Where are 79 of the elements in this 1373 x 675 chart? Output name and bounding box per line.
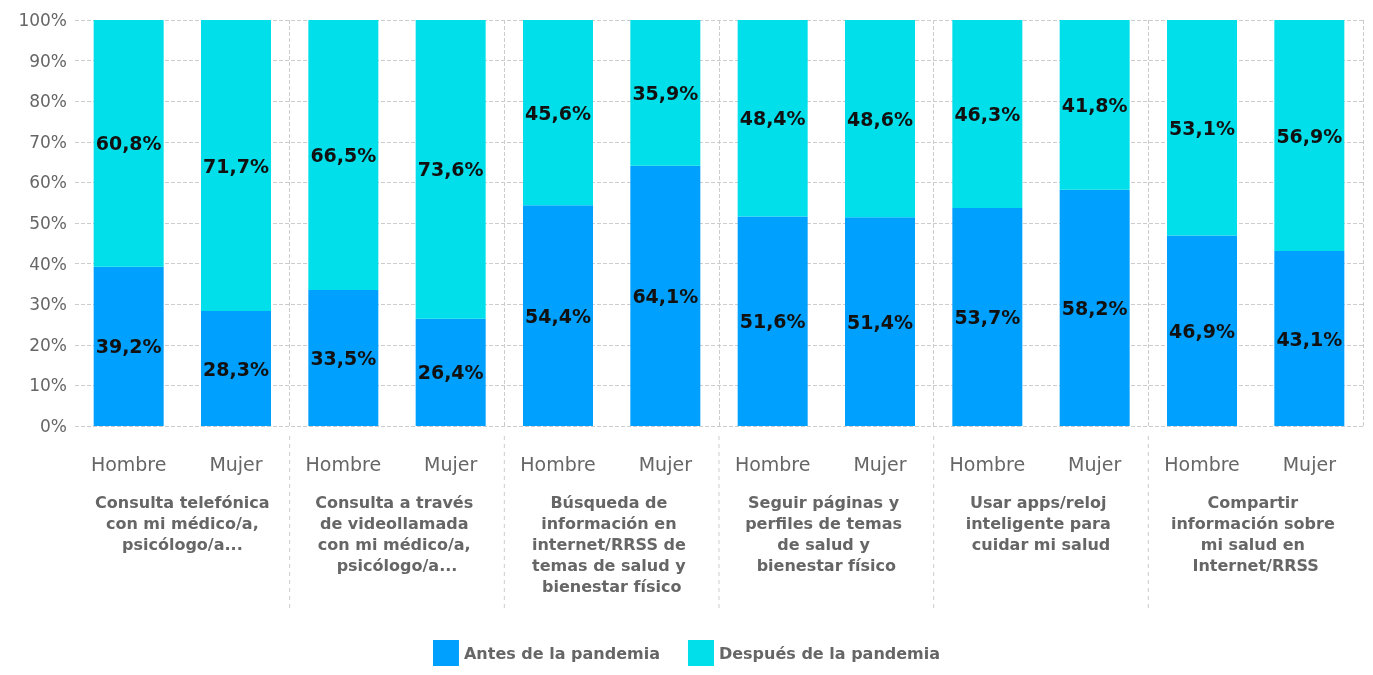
data-label: 26,4%: [417, 361, 484, 384]
text: Seguir páginas y perfiles de temas de salud y bienestar físico: [745, 493, 908, 575]
text: Consulta telefónica con mi médico/a, psicólogo/a...: [95, 493, 270, 554]
y-tick-label: 30%: [29, 294, 67, 315]
bar: [845, 20, 915, 218]
data-label: 28,3%: [203, 357, 269, 380]
x-tick-label: Hombre: [949, 452, 1026, 475]
x-tick-label: Hombre: [90, 452, 167, 475]
y-tick-label: 20%: [29, 334, 67, 355]
x-tick-label: Hombre: [305, 452, 382, 475]
bar: [845, 217, 915, 426]
legend-label: Después de la pandemia: [718, 643, 941, 663]
y-tick-label: 80%: [29, 91, 67, 112]
text: Usar apps/reloj inteligente para cuidar mi salud: [965, 493, 1117, 554]
x-tick-label: Hombre: [1164, 452, 1240, 475]
data-label: 56,9%: [1276, 124, 1343, 147]
data-label: 43,1%: [1276, 327, 1343, 350]
x-tick-label: Mujer: [1068, 452, 1122, 475]
bar: [201, 20, 271, 312]
bar: [630, 165, 701, 426]
bar: [1274, 251, 1345, 426]
data-label: 51,4%: [847, 310, 913, 333]
bar: [415, 20, 486, 319]
bar: [737, 216, 808, 426]
data-label: 60,8%: [95, 132, 162, 155]
x-tick-label: Hombre: [520, 452, 596, 475]
y-tick-label: 50%: [29, 213, 67, 233]
x-tick-label: Mujer: [853, 452, 907, 475]
bar: [630, 20, 701, 166]
data-label: 64,1%: [632, 284, 699, 307]
x-tick-label: Mujer: [638, 452, 693, 475]
y-tick-label: 40%: [29, 253, 67, 274]
data-label: 66,5%: [310, 143, 377, 166]
x-tick-label: Mujer: [424, 452, 478, 475]
bar: [1059, 189, 1130, 426]
data-label: 41,8%: [1061, 93, 1128, 116]
x-tick-label: Mujer: [1282, 452, 1337, 475]
bar: [308, 289, 379, 426]
bar: [93, 20, 164, 267]
y-tick-label: 70%: [29, 131, 67, 152]
bar: [737, 20, 808, 217]
data-label: 48,4%: [739, 107, 806, 130]
y-tick-label: 100%: [18, 10, 67, 30]
data-label: 46,3%: [954, 102, 1021, 125]
data-label: 58,2%: [1061, 296, 1128, 319]
bar: [1274, 20, 1345, 252]
y-tick-label: 10%: [29, 375, 67, 396]
text: Consulta a través de videollamada con mi médico/a, psicólogo/a...: [315, 493, 479, 575]
legend-label: Antes de la pandemia: [463, 643, 660, 663]
bar: [952, 20, 1023, 208]
bar: [93, 266, 164, 426]
text: Búsqueda de información en internet/RRSS de temas de salud y bienestar físico: [531, 493, 692, 596]
bar: [308, 20, 379, 290]
data-label: 51,6%: [739, 310, 806, 333]
data-label: 45,6%: [525, 101, 591, 124]
data-label: 35,9%: [632, 81, 699, 104]
y-tick-label: 60%: [29, 172, 67, 193]
data-label: 73,6%: [417, 158, 484, 181]
data-label: 46,9%: [1169, 319, 1235, 342]
bar: [523, 20, 593, 206]
bar: [201, 311, 271, 426]
bar: [1167, 20, 1237, 236]
data-label: 54,4%: [525, 304, 591, 327]
bar: [1167, 235, 1237, 426]
data-label: 71,7%: [203, 154, 269, 177]
data-label: 39,2%: [95, 335, 162, 358]
bar: [952, 207, 1023, 426]
y-tick-label: 90%: [29, 50, 67, 71]
text: Compartir información sobre mi salud en Internet/RRSS: [1170, 493, 1341, 575]
bar: [523, 205, 593, 426]
bar: [1059, 20, 1130, 190]
data-label: 33,5%: [310, 346, 377, 369]
y-tick-label: 0%: [40, 416, 67, 436]
data-label: 53,1%: [1169, 116, 1235, 139]
data-label: 48,6%: [847, 107, 913, 130]
x-tick-label: Mujer: [209, 452, 263, 475]
bar: [415, 318, 486, 426]
x-tick-label: Hombre: [734, 452, 811, 475]
data-label: 53,7%: [954, 305, 1021, 328]
